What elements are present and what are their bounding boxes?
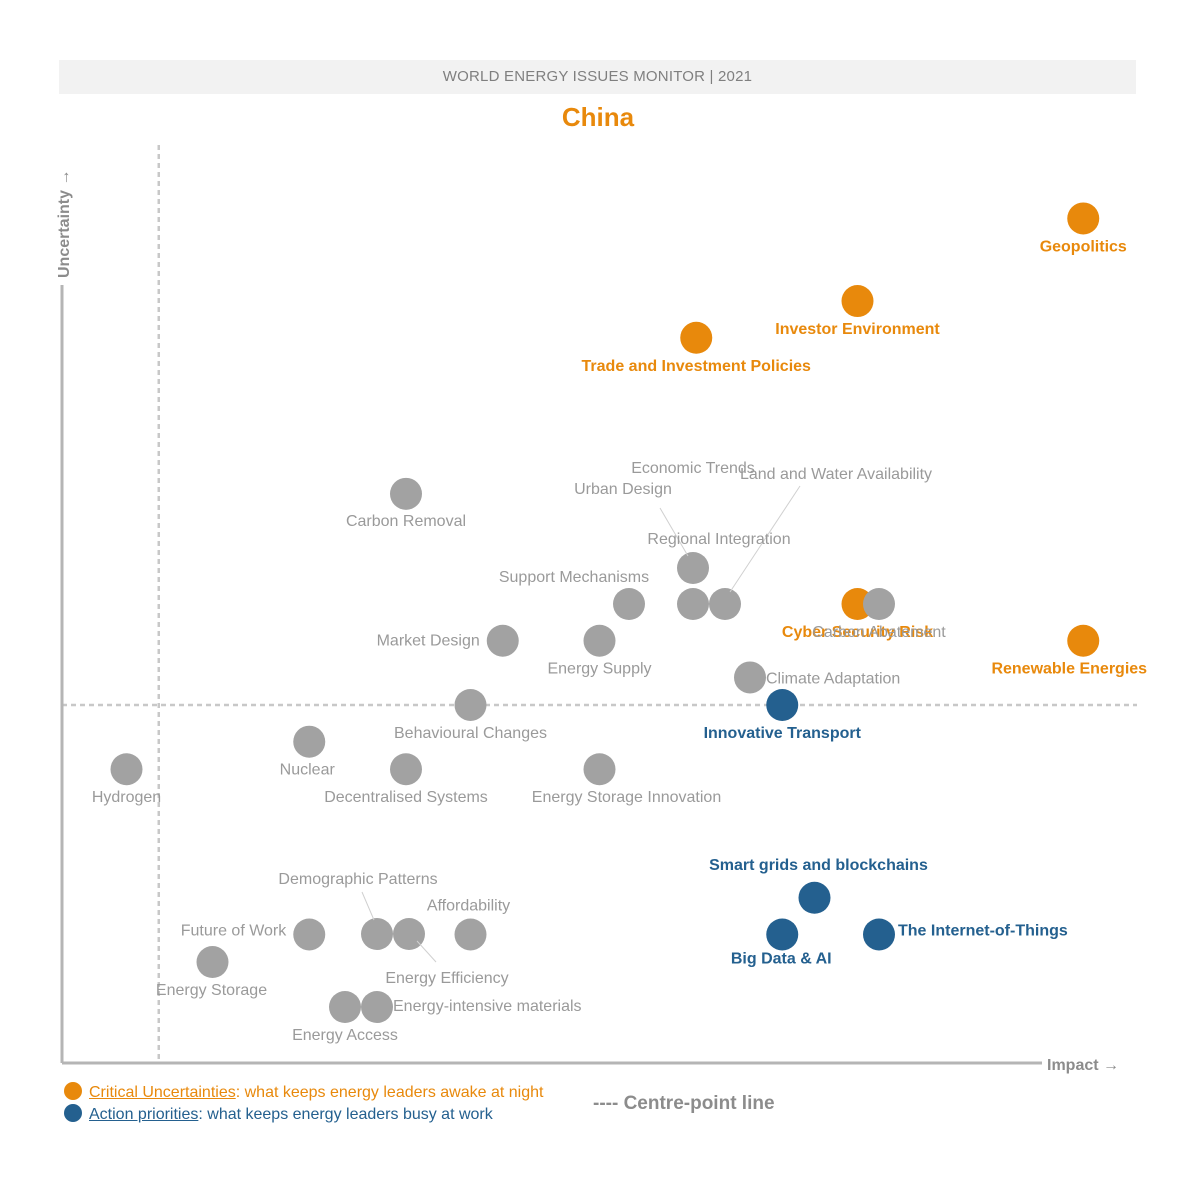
leader-land-and-water-availability [729, 485, 801, 593]
point-economic-trends [677, 588, 709, 620]
point-behavioural-changes [454, 688, 487, 721]
label-energy-storage: Energy Storage [156, 982, 267, 999]
label-regional-integration: Regional Integration [647, 531, 790, 548]
label-hydrogen: Hydrogen [92, 789, 161, 806]
label-trade-and-investment-policies: Trade and Investment Policies [582, 358, 812, 375]
point-big-data-ai [766, 918, 799, 951]
label-geopolitics: Geopolitics [1040, 238, 1127, 255]
point-hydrogen [110, 753, 143, 786]
point-innovative-transport [766, 688, 799, 721]
point-energy-storage-innovation [583, 753, 616, 786]
action-dot-icon [64, 1104, 82, 1122]
label-climate-adaptation: Climate Adaptation [766, 670, 900, 687]
report-banner: WORLD ENERGY ISSUES MONITOR | 2021 [59, 60, 1136, 94]
label-carbon-removal: Carbon Removal [346, 513, 466, 530]
critical-dot-icon [64, 1082, 82, 1100]
point-urban-design [677, 552, 709, 584]
point-market-design [486, 624, 519, 657]
point-energy-storage [196, 946, 229, 979]
label-land-and-water-availability: Land and Water Availability [740, 466, 932, 483]
label-energy-supply: Energy Supply [547, 661, 651, 678]
label-demographic-patterns: Demographic Patterns [278, 871, 437, 888]
label-market-design: Market Design [377, 633, 480, 650]
legend-action-title: Action priorities [89, 1106, 199, 1123]
point-investor-environment [841, 285, 874, 318]
point-support-mechanisms [613, 588, 645, 620]
label-renewable-energies: Renewable Energies [991, 661, 1147, 678]
label-carbon-abatement: Carbon Abatement [812, 624, 946, 641]
point-energy-efficiency [393, 918, 425, 950]
point-climate-adaptation [734, 661, 766, 694]
label-future-of-work: Future of Work [181, 922, 288, 939]
point-carbon-removal [390, 477, 422, 510]
leader-urban-design [659, 507, 689, 557]
label-cyber-security-risk: Cyber Security Risk [782, 624, 933, 641]
label-energy-storage-innovation: Energy Storage Innovation [532, 789, 721, 806]
legend-critical-desc: : what keeps energy leaders awake at nig… [235, 1084, 544, 1101]
point-affordability [454, 918, 487, 951]
point-renewable-energies [1067, 624, 1100, 657]
point-the-internet-of-things [863, 918, 895, 951]
label-nuclear: Nuclear [280, 762, 336, 779]
label-behavioural-changes: Behavioural Changes [394, 725, 547, 742]
legend-critical-title: Critical Uncertainties [89, 1084, 236, 1101]
label-economic-trends: Economic Trends [631, 460, 755, 477]
point-carbon-abatement [863, 588, 895, 620]
label-support-mechanisms: Support Mechanisms [499, 569, 649, 586]
point-nuclear [293, 725, 326, 758]
label-energy-intensive-materials: Energy-intensive materials [393, 998, 582, 1015]
label-urban-design: Urban Design [574, 481, 672, 498]
leader-energy-efficiency [416, 940, 437, 963]
label-affordability: Affordability [427, 897, 510, 914]
legend-critical: Critical Uncertainties: what keeps energ… [64, 1082, 543, 1102]
label-smart-grids-and-blockchains: Smart grids and blockchains [709, 857, 928, 874]
point-geopolitics [1067, 202, 1100, 235]
point-decentralised-systems [390, 753, 422, 786]
point-energy-intensive-materials [361, 991, 393, 1023]
label-big-data-ai: Big Data & AI [731, 950, 832, 967]
leader-demographic-patterns [361, 891, 375, 921]
point-smart-grids-and-blockchains [798, 881, 831, 914]
x-axis-label: Impact → [1047, 1057, 1119, 1074]
point-energy-access [329, 991, 361, 1023]
point-land-and-water-availability [709, 588, 741, 620]
legend-action: Action priorities: what keeps energy lea… [64, 1104, 493, 1124]
point-trade-and-investment-policies [680, 321, 713, 354]
label-energy-access: Energy Access [292, 1027, 398, 1044]
label-decentralised-systems: Decentralised Systems [324, 789, 488, 806]
point-energy-supply [583, 624, 616, 657]
y-axis-label: Uncertainty → [56, 170, 73, 278]
label-energy-efficiency: Energy Efficiency [385, 970, 508, 987]
legend-centre-line: ---- Centre-point line [593, 1093, 775, 1114]
label-the-internet-of-things: The Internet-of-Things [898, 922, 1068, 939]
label-investor-environment: Investor Environment [775, 321, 940, 338]
legend-action-desc: : what keeps energy leaders busy at work [198, 1106, 493, 1123]
chart-title: China [561, 102, 635, 132]
point-future-of-work [293, 918, 326, 951]
point-demographic-patterns [361, 918, 393, 950]
label-innovative-transport: Innovative Transport [704, 725, 862, 742]
